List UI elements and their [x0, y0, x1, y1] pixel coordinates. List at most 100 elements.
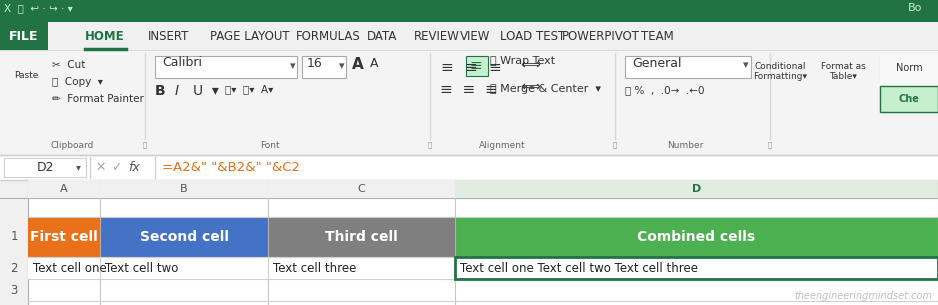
Text: Calibri: Calibri [162, 56, 202, 69]
Bar [625, 56, 751, 78]
Text: ▾: ▾ [743, 60, 749, 70]
Text: ⟺: ⟺ [520, 80, 540, 94]
Bar [455, 257, 938, 279]
Text: ⬛: ⬛ [768, 141, 772, 148]
Text: D2: D2 [37, 161, 53, 174]
Text: B: B [180, 184, 188, 194]
Bar [0, 22, 938, 50]
Text: First cell: First cell [30, 230, 98, 244]
Text: Font: Font [260, 141, 280, 150]
Bar [0, 0, 938, 22]
Text: Text cell two: Text cell two [105, 261, 178, 274]
Bar [0, 180, 938, 305]
Text: Clipboard: Clipboard [51, 141, 94, 150]
Text: Number: Number [667, 141, 704, 150]
Text: ⬛: ⬛ [143, 141, 147, 148]
Bar [455, 180, 938, 198]
Text: ▾: ▾ [290, 61, 295, 71]
Text: VIEW: VIEW [460, 30, 491, 42]
Bar [880, 54, 938, 86]
Text: ✏  Format Painter: ✏ Format Painter [52, 94, 144, 104]
Bar [100, 217, 268, 257]
Text: ≡  ≡  ≡: ≡ ≡ ≡ [440, 82, 498, 97]
Text: D: D [692, 184, 701, 194]
Bar [880, 54, 938, 112]
Text: INSERT: INSERT [148, 30, 189, 42]
Bar [100, 257, 268, 279]
Bar [0, 180, 938, 198]
Text: I: I [175, 84, 179, 98]
Bar [0, 22, 938, 50]
Text: =A2&" "&B2&" "&C2: =A2&" "&B2&" "&C2 [162, 161, 300, 174]
Text: C: C [357, 184, 366, 194]
Text: X  💾  ↩ · ↪ · ▾: X 💾 ↩ · ↪ · ▾ [4, 3, 73, 13]
Text: HOME: HOME [85, 30, 125, 42]
Text: Third cell: Third cell [325, 230, 398, 244]
Text: 16: 16 [307, 57, 323, 70]
Text: Format as
Table▾: Format as Table▾ [821, 62, 866, 81]
Text: ⬛ Merge & Center  ▾: ⬛ Merge & Center ▾ [490, 84, 601, 94]
Text: ⬛▾  🖌▾  A▾: ⬛▾ 🖌▾ A▾ [225, 84, 273, 94]
Bar [0, 180, 28, 305]
Text: DATA: DATA [367, 30, 398, 42]
Text: ✕: ✕ [95, 161, 105, 174]
Bar [8, 56, 44, 98]
Bar [455, 217, 938, 257]
Text: Second cell: Second cell [140, 230, 229, 244]
Text: A: A [370, 57, 379, 70]
Text: Text cell one: Text cell one [33, 261, 107, 274]
Text: ⬛: ⬛ [428, 141, 432, 148]
Text: Text cell one Text cell two Text cell three: Text cell one Text cell two Text cell th… [460, 261, 698, 274]
Text: ✓: ✓ [111, 161, 122, 174]
Text: FILE: FILE [9, 30, 38, 42]
Text: ≡: ≡ [464, 60, 477, 75]
Text: Alignment: Alignment [478, 141, 525, 150]
Bar [268, 217, 455, 257]
Bar [28, 257, 100, 279]
Text: General: General [632, 57, 682, 70]
Text: LOAD TEST: LOAD TEST [500, 30, 566, 42]
Bar [4, 158, 86, 177]
Text: U  ▾: U ▾ [193, 84, 219, 98]
Text: theengineeringmindset.com: theengineeringmindset.com [794, 291, 932, 301]
Text: ▾: ▾ [76, 163, 81, 173]
Bar [28, 217, 100, 257]
Text: 3: 3 [10, 284, 18, 296]
Text: ≡: ≡ [488, 60, 501, 75]
Text: ✂  Cut: ✂ Cut [52, 60, 85, 70]
Text: ⎘  Copy  ▾: ⎘ Copy ▾ [52, 77, 103, 87]
Bar [880, 86, 938, 112]
Text: TEAM: TEAM [641, 30, 673, 42]
Text: B: B [155, 84, 166, 98]
Text: ⬛ %  ,  .0→  .←0: ⬛ % , .0→ .←0 [625, 85, 704, 95]
Text: A: A [60, 184, 68, 194]
Text: 2: 2 [10, 261, 18, 274]
Bar [0, 155, 938, 180]
Text: PAGE LAYOUT: PAGE LAYOUT [210, 30, 290, 42]
Text: Norm: Norm [896, 63, 922, 73]
Text: POWERPIVOT: POWERPIVOT [562, 30, 640, 42]
Bar [268, 257, 455, 279]
Text: Conditional
Formatting▾: Conditional Formatting▾ [753, 62, 807, 81]
Text: ≡: ≡ [440, 60, 453, 75]
Text: fx: fx [128, 161, 140, 174]
Text: Text cell three: Text cell three [273, 261, 356, 274]
Text: A: A [352, 57, 364, 72]
Bar [28, 180, 100, 198]
Text: FORMULAS: FORMULAS [296, 30, 361, 42]
Bar [780, 54, 825, 99]
Text: REVIEW: REVIEW [414, 30, 460, 42]
Bar [155, 56, 297, 78]
Text: Bo: Bo [908, 3, 922, 13]
Text: ⬛ Wrap Text: ⬛ Wrap Text [490, 56, 555, 66]
Bar [455, 257, 938, 279]
Text: ≡: ≡ [469, 58, 482, 73]
Text: ⟺: ⟺ [520, 58, 540, 72]
Bar [268, 180, 455, 198]
Text: Che: Che [899, 94, 919, 104]
Text: ⬛: ⬛ [613, 141, 617, 148]
Text: ▾: ▾ [339, 61, 344, 71]
Bar [0, 22, 48, 50]
Bar [466, 56, 488, 76]
Text: Combined cells: Combined cells [638, 230, 756, 244]
